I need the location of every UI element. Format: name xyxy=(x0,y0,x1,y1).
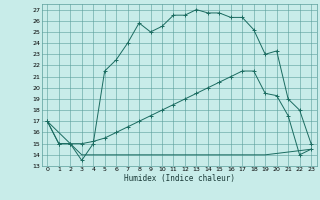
X-axis label: Humidex (Indice chaleur): Humidex (Indice chaleur) xyxy=(124,174,235,183)
